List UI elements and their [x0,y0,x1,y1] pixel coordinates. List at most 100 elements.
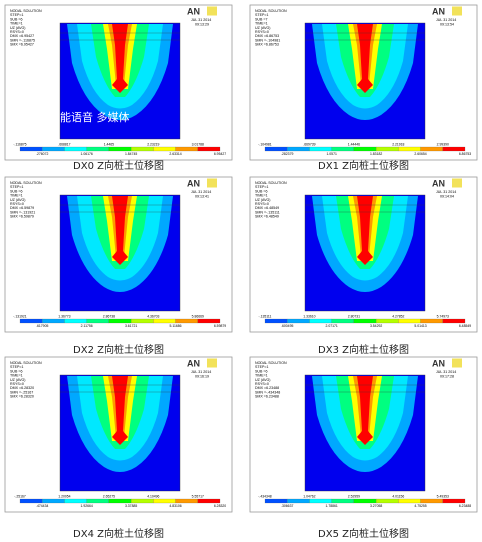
legend-label: 4.27852 [392,314,404,318]
time: 09:17:28 [440,374,454,378]
legend-label: 6.23488 [459,504,471,508]
header-line: STEP=1 [10,185,23,189]
legend-label: 4.10496 [147,494,159,498]
legend-label: 4.36703 [147,314,159,318]
legend-swatch [19,498,43,504]
legend-swatch [153,146,176,152]
legend-label: 2.80731 [348,314,360,318]
header-line: SUB =6 [255,369,268,373]
legend-swatch [420,318,443,324]
logo-mark [452,6,462,16]
legend-swatch [353,498,377,504]
header-line: SUB =7 [255,17,268,21]
header-line: SUB =6 [255,189,268,193]
legend-swatch [197,498,221,504]
date: JUL 31 2014 [191,370,211,374]
legend-label: 1.44446 [348,142,360,146]
legend-label: 2.99390 [437,142,449,146]
legend-label: 1.06176 [81,152,93,156]
legend-swatch [64,498,87,504]
pile [112,196,128,265]
legend-swatch [287,146,310,152]
header-line: SMX =6.86753 [255,43,279,47]
legend-swatch [64,146,87,152]
header-line: STEP=1 [10,13,23,17]
pile [112,24,128,93]
ansys-logo: AN [432,6,445,16]
legend-label: -.135111 [259,314,272,318]
legend-swatch [353,318,377,324]
legend-swatch [420,498,443,504]
header-line: DMX =6.23488 [255,386,279,390]
header-line: NODAL SOLUTION [10,181,42,185]
legend-label: 1.20054 [58,494,70,498]
legend-swatch [376,318,399,324]
legend-label: -.434348 [258,494,271,498]
date: JUL 31 2014 [191,18,211,22]
legend-label: .474434 [36,504,48,508]
legend-label: 2.63314 [169,152,181,156]
header-line: RSYS=0 [255,30,269,34]
header-line: DMX =6.28320 [10,386,34,390]
logo-mark [207,6,217,16]
legend-label: 6.95427 [214,152,226,156]
legend-label: 6.28320 [214,504,226,508]
header-line: UZ (AVG) [255,26,271,30]
header-line: STEP=1 [255,365,268,369]
header-line: SMN =-.25167 [10,390,33,394]
legend-label: 1.36773 [58,314,70,318]
header-line: SMN =-.434348 [255,390,280,394]
legend-label: 1.4465 [104,142,114,146]
legend-label: 3.01788 [192,142,204,146]
header-line: SMX =6.28320 [10,395,34,399]
logo-mark [452,178,462,188]
legend-swatch [420,146,443,152]
pile [112,376,128,445]
header-line: SMX =6.48549 [255,215,279,219]
time: 09:13:29 [195,22,209,26]
header-line: SUB =6 [10,17,23,21]
header-line: DMX =6.48549 [255,206,279,210]
header-line: STEP=1 [255,13,268,17]
date: JUL 31 2014 [191,190,211,194]
header-line: TIME=1 [10,194,23,198]
legend-swatch [442,498,466,504]
caption: DX5 Z向桩土位移图 [318,527,409,540]
legend-label: 2.11756 [81,324,93,328]
legend-label: 1.33610 [303,314,315,318]
legend-swatch [264,498,288,504]
header-line: NODAL SOLUTION [255,181,287,185]
legend-swatch [376,146,399,152]
header-line: SUB =6 [10,189,23,193]
legend-swatch [398,146,421,152]
legend-swatch [19,146,43,152]
header-line: RSYS=0 [10,30,24,34]
pile [357,376,373,445]
legend-swatch [398,318,421,324]
header-line: NODAL SOLUTION [255,361,287,365]
legend-swatch [64,318,87,324]
legend-label: 1.92664 [81,504,93,508]
legend-swatch [442,146,466,152]
header-line: STEP=1 [10,365,23,369]
header-line: UZ (AVG) [10,378,26,382]
header-line: RSYS=0 [10,202,24,206]
legend-swatch [42,498,65,504]
legend-label: 2.23219 [147,142,159,146]
legend-swatch [398,498,421,504]
legend-label: 1.78861 [326,504,338,508]
legend-swatch [131,498,154,504]
header-line: SMX =6.23488 [255,395,279,399]
legend-swatch [108,318,132,324]
legend-swatch [331,498,354,504]
legend-label: 6.86753 [459,152,471,156]
legend-swatch [442,318,466,324]
header-line: STEP=1 [255,185,268,189]
caption: DX4 Z向桩土位移图 [73,527,164,540]
legend-label: 1.04762 [303,494,315,498]
header-line: UZ (AVG) [255,378,271,382]
legend-label: 3.54292 [370,324,382,328]
header-line: NODAL SOLUTION [10,361,42,365]
